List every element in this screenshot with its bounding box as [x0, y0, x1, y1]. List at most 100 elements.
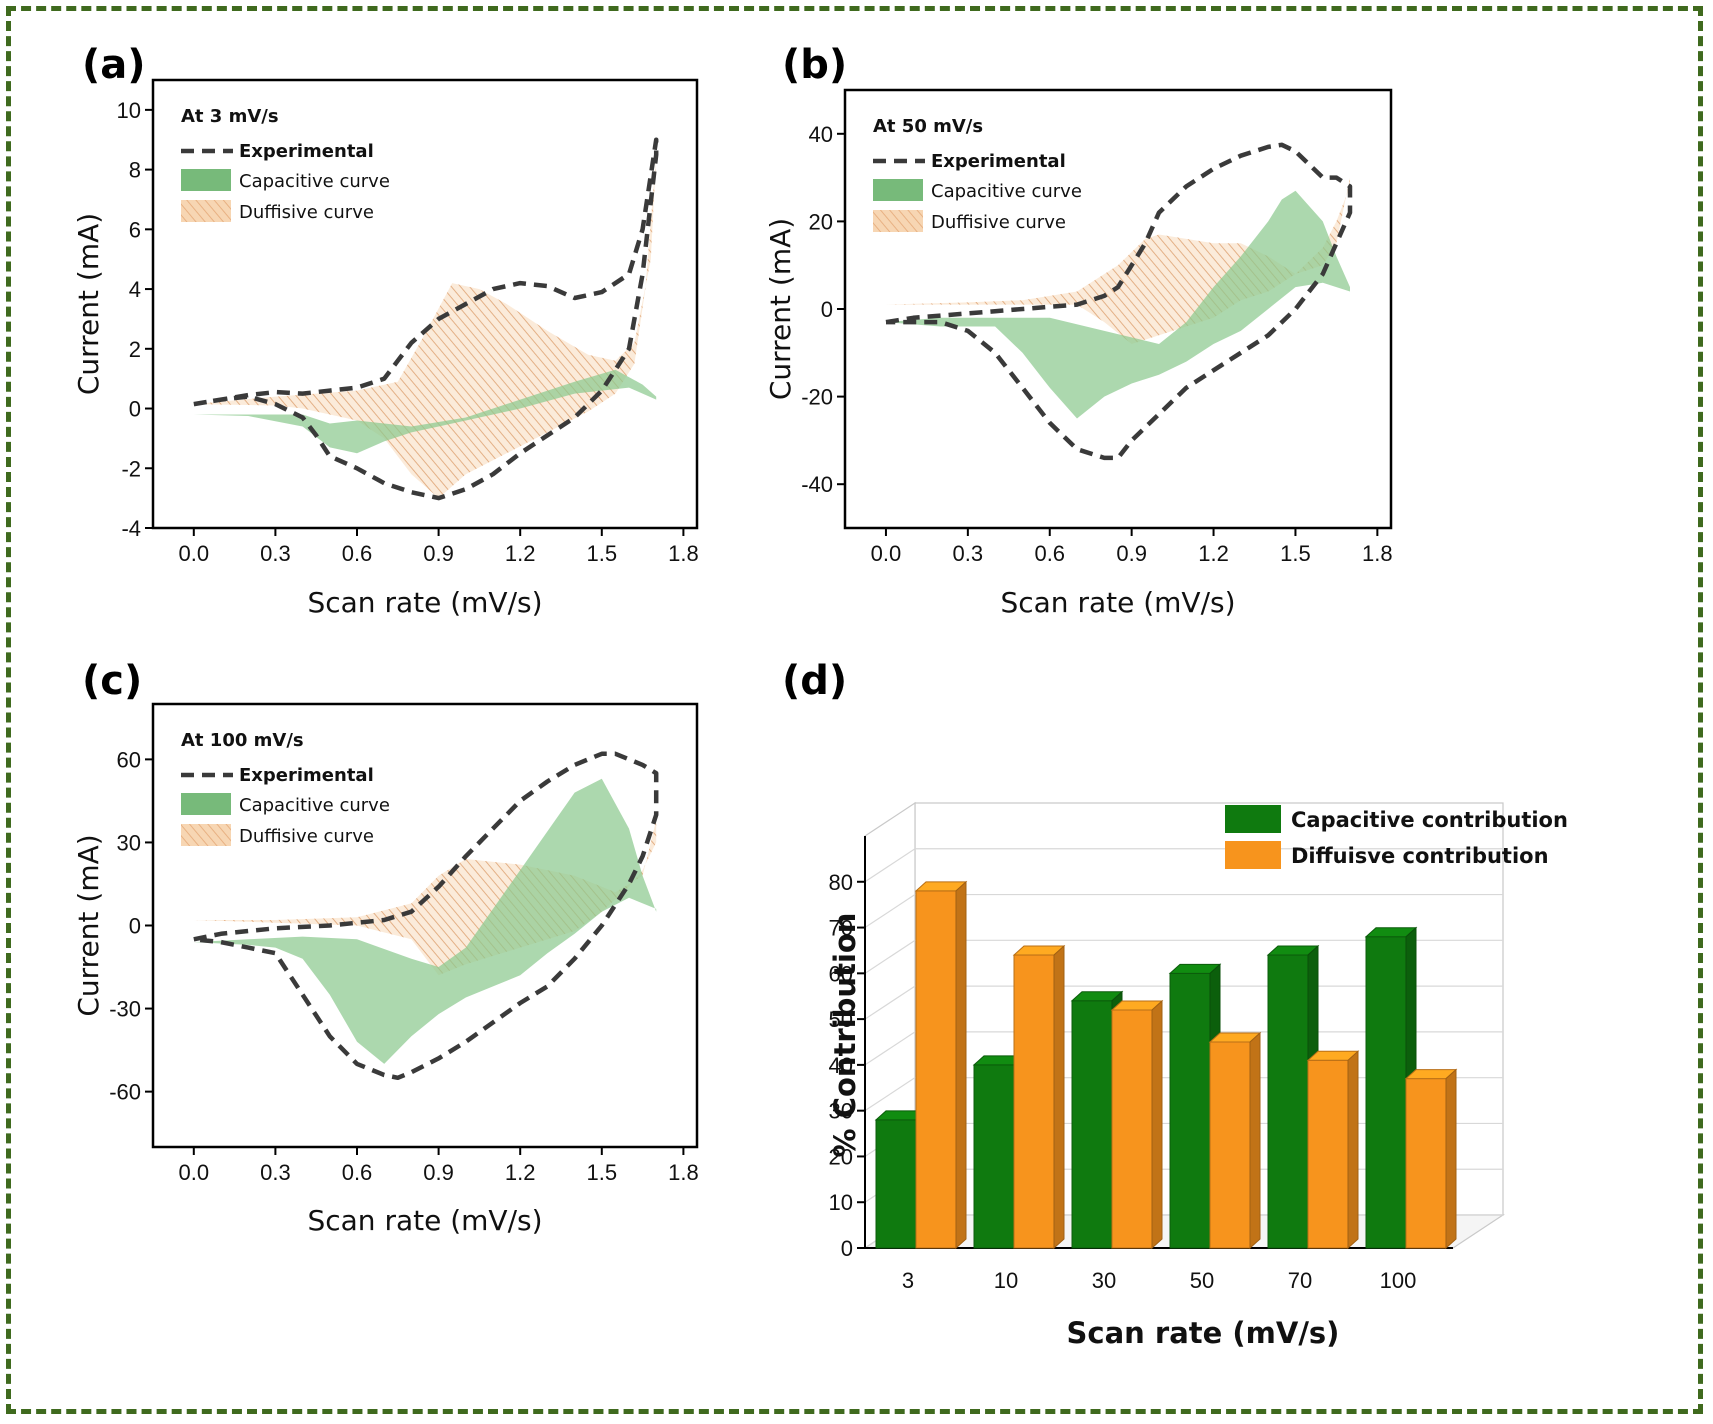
gridline-side: [864, 894, 916, 929]
figure-frame: [6, 6, 1703, 1414]
bar-side: [1053, 944, 1065, 1250]
panels-layer: (a)0.0 0.3 0.6 0.9 1.2 1.5 1.8-4-20246810Scan …: [72, 42, 1568, 1350]
legend-label-capacitive: Capacitive contribution: [1291, 808, 1568, 832]
x-tick-label: 1.5: [587, 1160, 618, 1185]
bar-side: [1151, 999, 1163, 1250]
y-tick-label: 50: [829, 1007, 853, 1032]
y-tick-label: -60: [109, 1080, 141, 1105]
y-tick-label: 10: [117, 98, 141, 123]
series-experimental-line: [885, 142, 1353, 461]
legend-label-diffusive: Duffisive curve: [931, 212, 1066, 233]
bar-capacitive-50: [1169, 972, 1211, 1249]
bar-capacitive-10: [973, 1064, 1015, 1249]
panel-d: (d) 0 10 20 30 40 50 60 70 80 3 10 30 50 70 100 Scan rat…: [782, 658, 1568, 1350]
panel-label: (b): [782, 42, 847, 88]
panel-label: (c): [82, 658, 142, 704]
x-tick-label: 50: [1190, 1268, 1214, 1293]
legend-swatch-capacitive: [181, 793, 231, 815]
x-tick-label: 3: [902, 1268, 914, 1293]
y-axis-title: Current (mA): [72, 213, 105, 395]
y-tick-label: 4: [129, 277, 141, 302]
gridline-side: [864, 985, 916, 1020]
x-tick-label: 1.5: [587, 541, 618, 566]
y-tick-label: -2: [121, 456, 141, 481]
series-diffusive-area: [193, 154, 657, 499]
x-axis-title: Scan rate (mV/s): [1067, 1316, 1340, 1350]
y-tick-label: 8: [129, 158, 141, 183]
legend-label-capacitive: Capacitive curve: [239, 171, 390, 192]
y-tick-label: 6: [129, 217, 141, 242]
bar-diffusive-3: [915, 890, 957, 1249]
legend-label-diffusive: Diffuisve contribution: [1291, 844, 1549, 868]
bar-capacitive-70: [1267, 954, 1309, 1249]
legend-label-diffusive: Duffisive curve: [239, 202, 374, 223]
y-tick-label: -20: [801, 385, 833, 410]
y-tick-label: 20: [829, 1144, 853, 1169]
x-axis-title: Scan rate (mV/s): [1000, 586, 1235, 619]
panel-b: (b) 0.0 0.3 0.6 0.9 1.2 1.5 1.8 -40 -20 0 20 40 Scan …: [764, 42, 1393, 619]
bar-side: [1445, 1068, 1457, 1250]
gridline-side: [864, 848, 916, 883]
bar-side: [1347, 1050, 1359, 1250]
y-tick-label: 40: [829, 1053, 853, 1078]
x-tick-label: 1.8: [668, 1160, 699, 1185]
gridline-side: [864, 939, 916, 974]
x-tick-label: 0.6: [1034, 541, 1065, 566]
legend-swatch-diffusive: [181, 824, 231, 846]
legend-subtitle: At 100 mV/s: [181, 730, 304, 751]
y-tick-label: 10: [829, 1190, 853, 1215]
x-tick-label: 1.2: [1198, 541, 1229, 566]
legend-swatch-capacitive: [873, 179, 923, 201]
y-axis-title: Current (mA): [72, 834, 105, 1016]
panel-c: (c) 0.0 0.3 0.6 0.9 1.2 1.5 1.8 -60 -30 0 30 60 Scan …: [72, 658, 699, 1237]
bar-side: [955, 880, 967, 1250]
legend-swatch-capacitive: [181, 169, 231, 191]
y-tick-label: 20: [809, 209, 833, 234]
y-tick-label: 30: [829, 1099, 853, 1124]
bar-side: [1249, 1031, 1261, 1250]
y-tick-label: 40: [809, 122, 833, 147]
y-axis-title: Current (mA): [764, 218, 797, 400]
x-tick-label: 0.6: [342, 1160, 373, 1185]
bar-capacitive-3: [875, 1119, 917, 1249]
series-experimental-line: [193, 137, 659, 501]
x-tick-label: 1.2: [505, 1160, 536, 1185]
y-tick-label: 0: [821, 297, 833, 322]
x-tick-label: 0.9: [423, 1160, 454, 1185]
y-tick-label: 70: [829, 916, 853, 941]
y-tick-label: -4: [121, 516, 141, 541]
y-tick-label: 0: [129, 397, 141, 422]
y-tick-label: 30: [117, 830, 141, 855]
legend-label-experimental: Experimental: [239, 141, 374, 162]
gridline-side: [864, 1031, 916, 1066]
bar-diffusive-100: [1405, 1078, 1447, 1249]
x-tick-label: 10: [994, 1268, 1018, 1293]
legend-swatch-diffusive: [181, 200, 231, 222]
x-tick-label: 0.9: [423, 541, 454, 566]
gridline-side: [864, 1077, 916, 1112]
x-tick-label: 1.2: [505, 541, 536, 566]
legend-label-experimental: Experimental: [239, 765, 374, 786]
y-tick-label: 60: [829, 961, 853, 986]
bar-capacitive-100: [1365, 936, 1407, 1249]
x-tick-label: 0.3: [260, 541, 291, 566]
legend-swatch-diffusive: [1225, 841, 1281, 869]
x-tick-label: 70: [1288, 1268, 1312, 1293]
legend-subtitle: At 3 mV/s: [181, 106, 279, 127]
legend-swatch-capacitive: [1225, 805, 1281, 833]
panel-label: (d): [782, 658, 847, 704]
x-tick-label: 0.9: [1116, 541, 1147, 566]
x-tick-label: 0.0: [179, 541, 210, 566]
bar-diffusive-70: [1307, 1059, 1349, 1249]
legend-swatch-diffusive: [873, 210, 923, 232]
x-tick-label: 0.0: [179, 1160, 210, 1185]
plot-frame: [151, 78, 699, 530]
series-experimental-line: [193, 751, 659, 1081]
panel-label: (a): [82, 42, 146, 88]
bar-diffusive-50: [1209, 1041, 1251, 1249]
x-tick-label: 100: [1380, 1268, 1417, 1293]
y-tick-label: 60: [117, 747, 141, 772]
legend-label-capacitive: Capacitive curve: [931, 181, 1082, 202]
y-tick-label: -30: [109, 997, 141, 1022]
